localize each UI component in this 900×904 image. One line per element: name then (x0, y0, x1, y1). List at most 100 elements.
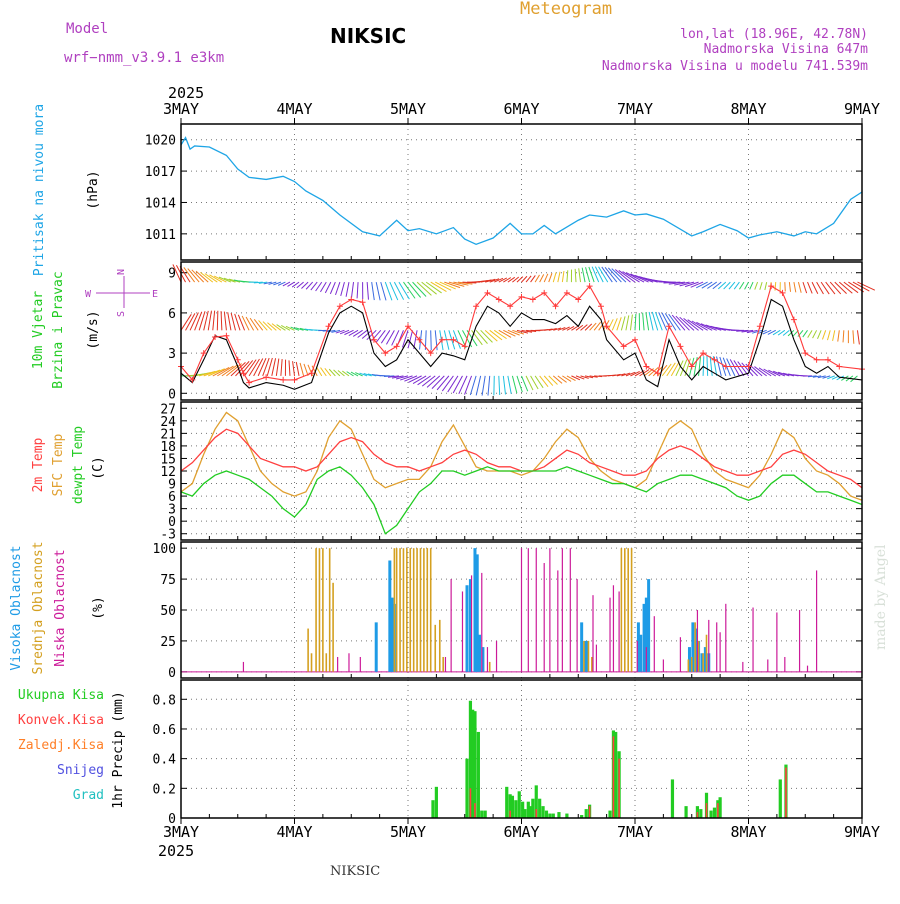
wind-arrow (549, 273, 552, 282)
wind-arrow (362, 330, 371, 338)
wind-arrow (281, 359, 282, 376)
wind-gust-marker (814, 357, 820, 363)
pressure-unit: (hPa) (86, 170, 101, 209)
wind-arrow (817, 330, 821, 338)
precip-total-bar (538, 799, 541, 818)
y-tick-label: 1011 (145, 228, 176, 243)
wind-arrow (838, 330, 840, 341)
y-tick-label: 0 (168, 387, 176, 402)
wind-arrow (217, 311, 218, 331)
wind-arrow (798, 282, 801, 293)
wind-arrow (367, 282, 368, 300)
temperature-unit: (C) (91, 456, 106, 479)
wind-gust-marker (666, 323, 672, 329)
wind-arrow (508, 376, 511, 394)
meteogram-label: Meteogram (520, 0, 612, 19)
wind-arrow (346, 282, 349, 297)
wind-arrow (765, 282, 767, 290)
y-tick-label: 27 (160, 402, 176, 417)
wind-arrow (335, 282, 339, 295)
precip-total-bar (435, 787, 438, 818)
wind-arrow (582, 268, 585, 282)
wind-arrow (381, 282, 386, 300)
wind-gust-marker (836, 364, 842, 370)
dewpt-line (181, 467, 862, 534)
wind-gust-marker (496, 297, 502, 303)
y-tick-label: 75 (160, 573, 176, 588)
wind-arrow (208, 311, 211, 331)
x-date-label-top: 5MAY (390, 100, 426, 118)
wind-arrow (544, 274, 548, 282)
x-date-label-top: 8MAY (730, 100, 766, 118)
wind-arrow (558, 272, 560, 282)
wind-arrow (789, 282, 790, 292)
total-precip-label: Ukupna Kisa (18, 688, 104, 703)
precip-total-bar (684, 806, 687, 818)
precip-total-bar (557, 812, 560, 818)
wind-gust-marker (280, 377, 286, 383)
wind-arrow (228, 312, 231, 330)
y-tick-label: 50 (160, 604, 176, 619)
wind-arrow (702, 282, 712, 288)
wind-gust-marker (348, 297, 354, 303)
wind-arrow (857, 330, 859, 344)
x-date-label-bottom: 3MAY (163, 823, 199, 841)
wind-arrow (553, 272, 556, 282)
precip-conv-bar (535, 809, 537, 818)
x-date-label-top: 3MAY (163, 100, 199, 118)
model-elevation-line: Nadmorska Visina u modelu 741.539m (602, 59, 868, 74)
wind-arrow (755, 282, 758, 289)
precip-total-bar (431, 800, 434, 818)
precip-conv-bar (785, 768, 787, 818)
wind-arrow (827, 330, 830, 340)
wind-arrow (431, 330, 432, 350)
wind-arrow (272, 358, 276, 376)
wind-arrow (499, 376, 500, 395)
wind-arrow (246, 317, 254, 330)
wind-gust-marker (632, 337, 638, 343)
wind-gust-marker (360, 299, 366, 305)
wind-gust-marker (530, 297, 536, 303)
wind-arrow (649, 312, 653, 330)
footer-station: NIKSIC (330, 864, 380, 879)
wind-arrow (488, 376, 490, 396)
wind-arrow (745, 282, 749, 289)
wind-arrow (517, 376, 522, 392)
wind-arrow (357, 282, 358, 298)
wind-gust-marker (598, 303, 604, 309)
wind-arrow (535, 275, 539, 282)
precip-conv-bar (509, 811, 511, 818)
wind-arrow (476, 376, 480, 395)
precip-total-bar (505, 787, 508, 818)
x-date-label-top: 4MAY (276, 100, 312, 118)
wind-gust-marker (643, 364, 649, 370)
wind-arrow (353, 330, 362, 336)
precip-total-bar (699, 809, 702, 818)
wind-arrow (293, 361, 295, 376)
wind-arrow (341, 282, 345, 296)
wind-gust-marker (802, 350, 808, 356)
y-tick-label: 1017 (145, 165, 176, 180)
wind-arrow (843, 330, 844, 342)
cloud-unit: (%) (91, 596, 106, 619)
precip-total-bar (480, 811, 483, 818)
x-date-label-top: 9MAY (844, 100, 880, 118)
precip-total-bar (477, 732, 480, 818)
precip-total-bar (713, 808, 716, 818)
wind-arrow (575, 269, 576, 282)
wind-arrow (562, 271, 564, 282)
wind-arrow (472, 330, 483, 344)
wind-arrow (812, 282, 818, 294)
precip-total-bar (473, 711, 476, 818)
wind-arrow (224, 312, 226, 331)
elevation-line: Nadmorska Visina 647m (704, 42, 869, 57)
wind-arrow (822, 330, 825, 339)
x-date-label-bottom: 7MAY (617, 823, 653, 841)
wind-arrow (376, 330, 385, 342)
conv-precip-label: Konvek.Kisa (18, 713, 104, 728)
x-date-label-bottom: 4MAY (276, 823, 312, 841)
wind-arrow (195, 312, 202, 331)
precip-total-bar (608, 811, 611, 818)
wind-arrow (376, 282, 380, 300)
